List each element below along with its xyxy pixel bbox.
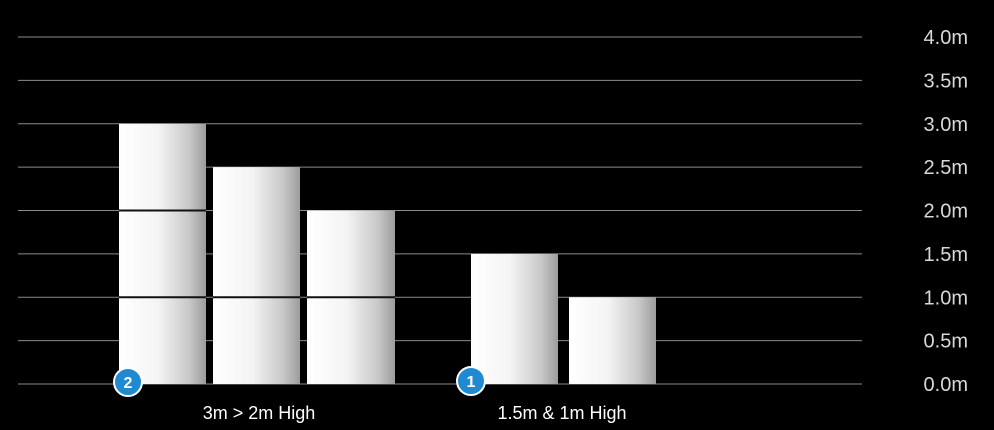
- y-tick-label: 0.5m: [924, 331, 968, 353]
- y-axis-tick-labels: 0.0m 0.5m 1.0m 1.5m 2.0m 2.5m 3.0m 3.5m 4.0m: [924, 27, 968, 396]
- bar: [119, 123, 206, 384]
- group-badge: [113, 367, 143, 397]
- bars: [119, 123, 656, 384]
- y-tick-label: 3.0m: [924, 114, 968, 136]
- group-labels: 3m > 2m High 1.5m & 1m High: [203, 403, 627, 423]
- y-tick-label: 4.0m: [924, 27, 968, 49]
- group-label: 1.5m & 1m High: [497, 403, 626, 423]
- group-badge-number: 1: [467, 374, 476, 391]
- y-tick-label: 0.0m: [924, 374, 968, 396]
- y-tick-label: 2.5m: [924, 157, 968, 179]
- group-label: 3m > 2m High: [203, 403, 316, 423]
- bar: [569, 297, 656, 384]
- group-badge-number: 2: [124, 375, 133, 392]
- y-tick-label: 1.5m: [924, 244, 968, 266]
- y-tick-label: 1.0m: [924, 287, 968, 309]
- bar: [213, 167, 300, 384]
- y-tick-label: 2.0m: [924, 201, 968, 223]
- group-badge: [456, 366, 486, 396]
- y-tick-label: 3.5m: [924, 70, 968, 92]
- bar: [471, 253, 558, 384]
